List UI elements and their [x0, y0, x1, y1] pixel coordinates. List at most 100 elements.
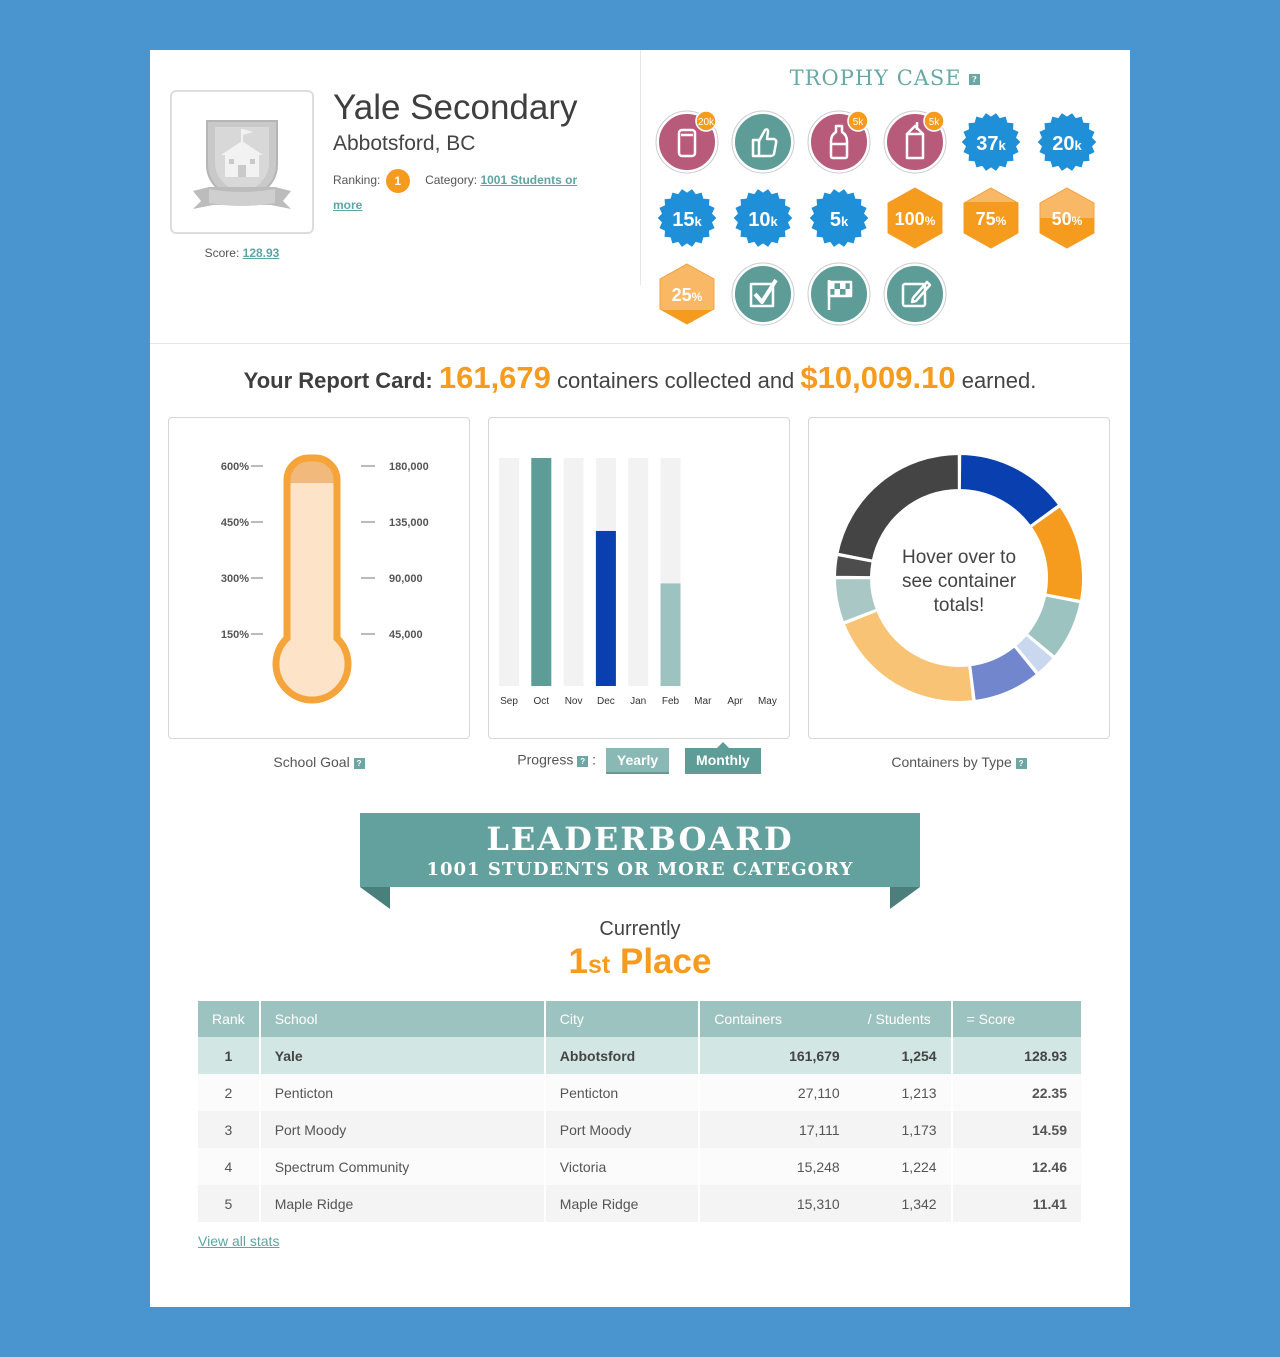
- left-tick-label: 300%: [221, 573, 249, 585]
- hexagon-fill: [888, 188, 942, 248]
- column-header-city[interactable]: City: [544, 1001, 701, 1037]
- column-header-students[interactable]: / Students: [853, 1001, 953, 1037]
- table-row[interactable]: 1 Yale Abbotsford 161,679 1,254 128.93: [198, 1037, 1081, 1074]
- trophy-count-badge[interactable]: 37k: [959, 110, 1023, 174]
- school-dashboard-card: Score: 128.93 Yale Secondary Abbotsford,…: [150, 50, 1130, 1307]
- trophy-checkered-flag-badge[interactable]: [807, 262, 871, 326]
- leaderboard-table: Rank School City Containers / Students =…: [198, 1001, 1081, 1222]
- table-row[interactable]: 5 Maple Ridge Maple Ridge 15,310 1,342 11.41: [198, 1185, 1081, 1222]
- trophy-case-title: TROPHY CASE ?: [640, 66, 1130, 90]
- trophy-bottle-badge[interactable]: 5k: [807, 110, 871, 174]
- category-link[interactable]: 1001 Students or more: [333, 173, 578, 212]
- score-label: Score:: [204, 246, 240, 260]
- leaderboard-subtitle: 1001 STUDENTS OR MORE CATEGORY: [426, 859, 854, 880]
- progress-colon: :: [592, 751, 596, 768]
- rank-cell: 3: [198, 1111, 261, 1148]
- yearly-toggle-button[interactable]: Yearly: [605, 748, 670, 774]
- school-cell: Penticton: [259, 1074, 546, 1111]
- trophy-goal-badge[interactable]: 100%: [883, 186, 947, 250]
- place-suffix: st: [588, 951, 611, 979]
- school-cell: Port Moody: [259, 1111, 546, 1148]
- school-cell: Yale: [259, 1037, 546, 1074]
- containers-by-type-label-text: Containers by Type: [891, 754, 1012, 770]
- trophy-label: 10k: [748, 209, 778, 231]
- rank-cell: 1: [198, 1037, 261, 1074]
- trophy-count-badge[interactable]: 15k: [655, 186, 719, 250]
- column-header-containers[interactable]: Containers: [699, 1001, 854, 1037]
- trophy-count-badge[interactable]: 10k: [731, 186, 795, 250]
- report-middle: containers collected and: [557, 368, 795, 393]
- leaderboard-title: LEADERBOARD: [486, 820, 794, 858]
- can-icon: [677, 128, 697, 158]
- bar-track: [628, 458, 649, 686]
- school-cell: Spectrum Community: [259, 1148, 546, 1185]
- header-divider: [640, 50, 641, 285]
- rank-cell: 5: [198, 1185, 261, 1222]
- school-goal-label-text: School Goal: [273, 754, 350, 770]
- score-cell: 14.59: [951, 1111, 1081, 1148]
- current-place: 1st Place: [150, 942, 1130, 982]
- containers-cell: 161,679: [699, 1037, 854, 1074]
- rank-badge: 1: [385, 168, 410, 193]
- x-tick-label: Mar: [694, 696, 712, 707]
- progress-panel: Sep Oct Nov Dec Jan Feb Mar Apr May: [488, 417, 790, 739]
- trophy-checkbox-badge[interactable]: [731, 262, 795, 326]
- school-cell: Maple Ridge: [259, 1185, 546, 1222]
- currently-label: Currently: [599, 918, 681, 940]
- rank-cell: 2: [198, 1074, 261, 1111]
- containers-by-type-help-icon[interactable]: ?: [1015, 757, 1027, 769]
- left-tick-label: 150%: [221, 629, 249, 641]
- section-divider: [150, 343, 1130, 344]
- score-cell: 22.35: [951, 1074, 1081, 1111]
- trophy-goal-badge[interactable]: 50%: [1035, 186, 1099, 250]
- donut-slice: [833, 577, 879, 624]
- table-row[interactable]: 2 Penticton Penticton 27,110 1,213 22.35: [198, 1074, 1081, 1111]
- category-label: Category:: [425, 173, 478, 187]
- containers-by-type-panel: Hover over to see container totals!: [808, 417, 1110, 739]
- table-row[interactable]: 4 Spectrum Community Victoria 15,248 1,224 12…: [198, 1148, 1081, 1185]
- city-cell: Victoria: [544, 1148, 701, 1185]
- trophy-carton-badge[interactable]: 5k: [883, 110, 947, 174]
- containers-by-type-donut: [833, 452, 1084, 703]
- column-header-score[interactable]: = Score: [951, 1001, 1081, 1037]
- rank-cell: 4: [198, 1148, 261, 1185]
- school-meta: Ranking: 1 Category: 1001 Students or mo…: [333, 168, 603, 217]
- trophy-goal-badge[interactable]: 75%: [959, 186, 1023, 250]
- column-header-school[interactable]: School: [259, 1001, 546, 1037]
- x-tick-label: Dec: [597, 696, 615, 707]
- column-header-rank[interactable]: Rank: [198, 1001, 261, 1037]
- view-all-stats-link[interactable]: View all stats: [198, 1233, 280, 1249]
- trophy-label: 50%: [1052, 209, 1083, 229]
- school-goal-label: School Goal ?: [168, 754, 470, 770]
- hexagon-fill: [660, 310, 714, 324]
- monthly-toggle-button[interactable]: Monthly: [685, 742, 761, 774]
- right-tick-label: 45,000: [389, 629, 423, 641]
- students-cell: 1,254: [853, 1037, 953, 1074]
- trophy-edit-badge[interactable]: [883, 262, 947, 326]
- trophy-can-badge[interactable]: 20k: [655, 110, 719, 174]
- trophy-count-badge[interactable]: 5k: [807, 186, 871, 250]
- bar-feb: [660, 583, 681, 686]
- trophy-label: 37k: [976, 133, 1006, 155]
- containers-by-type-label: Containers by Type ?: [808, 754, 1110, 770]
- donut-slice: [969, 644, 1039, 703]
- trophy-label: 25%: [672, 285, 703, 305]
- starburst-icon: [1036, 111, 1098, 173]
- school-city: Abbotsford, BC: [333, 132, 476, 155]
- trophy-goal-badge[interactable]: 25%: [655, 262, 719, 326]
- left-tick-label: 450%: [221, 517, 249, 529]
- progress-help-icon[interactable]: ?: [577, 755, 589, 767]
- trophy-count-badge: 20k: [698, 117, 715, 128]
- right-tick-label: 180,000: [389, 461, 429, 473]
- donut-center-text: Hover over to see container totals!: [901, 547, 1017, 616]
- trophy-count-badge[interactable]: 20k: [1035, 110, 1099, 174]
- x-tick-label: Nov: [565, 696, 583, 707]
- report-containers: 161,679: [438, 360, 551, 395]
- donut-slice: [1013, 633, 1056, 675]
- trophy-thumbs-up-badge[interactable]: [731, 110, 795, 174]
- trophy-case-help-icon[interactable]: ?: [969, 74, 981, 85]
- score-link[interactable]: 128.93: [242, 246, 280, 260]
- table-row[interactable]: 3 Port Moody Port Moody 17,111 1,173 14.59: [198, 1111, 1081, 1148]
- school-goal-help-icon[interactable]: ?: [353, 757, 365, 769]
- thermometer-fill: [290, 483, 334, 658]
